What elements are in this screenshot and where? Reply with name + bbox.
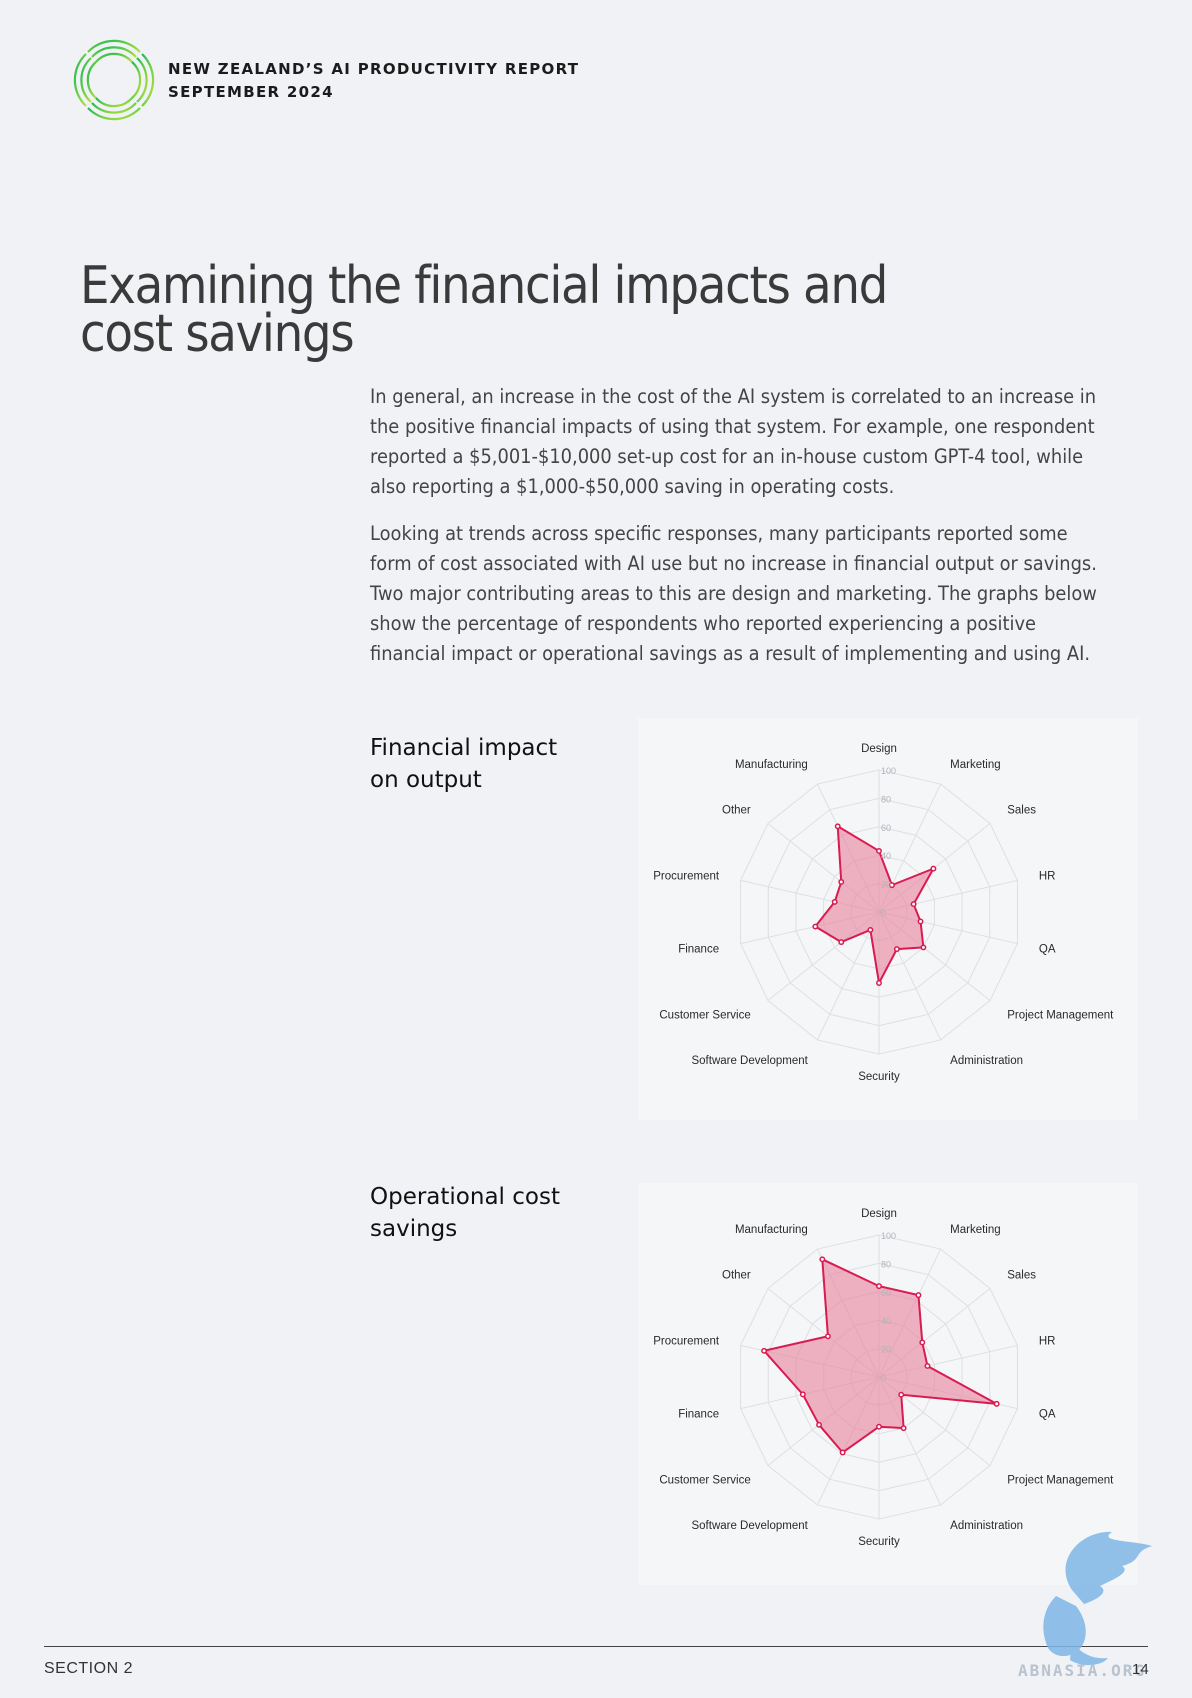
data-point-manufacturing xyxy=(819,1256,826,1263)
axis-label-design: Design xyxy=(861,743,897,755)
axis-label-procurement: Procurement xyxy=(653,1336,720,1348)
axis-label-design: Design xyxy=(861,1208,897,1220)
axis-label-finance: Finance xyxy=(678,943,719,955)
radar-chart-financial-impact: 0 20 40 60 80 100 Design Marketing Sales HR QA Proj… xyxy=(638,718,1138,1120)
radar-svg-financial-impact: 0 20 40 60 80 100 Design Marketing Sales HR QA Proj… xyxy=(653,743,1114,1083)
report-logo xyxy=(73,39,155,121)
report-title: NEW ZEALAND’S AI PRODUCTIVITY REPORT xyxy=(168,60,580,78)
data-point-security xyxy=(876,1423,882,1430)
data-point-finance xyxy=(799,1391,806,1398)
data-point-design xyxy=(876,847,882,854)
axis-label-hr: HR xyxy=(1039,1336,1056,1348)
radar-svg-operational-savings: 0 20 40 60 80 100 Design Marketing Sales HR QA Proj… xyxy=(653,1208,1114,1548)
data-point-project-management xyxy=(898,1391,905,1398)
data-point-procurement xyxy=(761,1347,768,1354)
axis-label-sales: Sales xyxy=(1007,1270,1036,1282)
axis-label-qa: QA xyxy=(1039,943,1056,955)
data-point-customer-service xyxy=(816,1421,822,1428)
footer-section: SECTION 2 xyxy=(44,1660,133,1677)
page-number: 14 xyxy=(1132,1661,1149,1678)
chart-title-operational-savings: Operational cost savings xyxy=(370,1184,560,1242)
axis-label-customer-service: Customer Service xyxy=(659,1474,750,1486)
grid-spoke xyxy=(816,911,880,1041)
tick-label: 80 xyxy=(881,794,891,804)
data-point-software-development xyxy=(839,1449,846,1456)
axis-label-administration: Administration xyxy=(950,1520,1023,1532)
data-point-finance xyxy=(812,923,819,930)
data-point-marketing xyxy=(888,882,895,889)
data-point-design xyxy=(876,1283,882,1290)
data-point-qa xyxy=(993,1400,1000,1407)
axis-label-other: Other xyxy=(722,805,751,817)
data-point-project-management xyxy=(920,944,927,951)
footer-divider xyxy=(44,1646,1148,1647)
axis-label-finance: Finance xyxy=(678,1408,719,1420)
tick-label: 100 xyxy=(881,1231,896,1241)
watermark-bird-icon xyxy=(1043,1531,1152,1666)
paragraph-2: Looking at trends across specific respon… xyxy=(370,522,1097,665)
axis-label-qa: QA xyxy=(1039,1408,1056,1420)
axis-label-security: Security xyxy=(858,1071,900,1083)
data-point-other xyxy=(838,878,845,885)
axis-label-manufacturing: Manufacturing xyxy=(735,1224,808,1236)
axis-label-security: Security xyxy=(858,1536,900,1548)
tick-label: 40 xyxy=(881,1316,891,1326)
axis-label-marketing: Marketing xyxy=(950,759,1001,771)
axis-label-manufacturing: Manufacturing xyxy=(735,759,808,771)
data-point-security xyxy=(876,980,882,986)
report-date: SEPTEMBER 2024 xyxy=(168,83,334,101)
data-point-other xyxy=(824,1333,831,1340)
tick-label: 80 xyxy=(881,1259,891,1269)
paragraph-1: In general, an increase in the cost of t… xyxy=(370,385,1097,498)
tick-label: 40 xyxy=(881,851,891,861)
data-point-marketing xyxy=(915,1292,922,1299)
data-point-manufacturing xyxy=(834,823,841,830)
axis-label-customer-service: Customer Service xyxy=(659,1009,750,1021)
axis-label-hr: HR xyxy=(1039,871,1056,883)
axis-label-project-management: Project Management xyxy=(1007,1009,1114,1021)
tick-label: 60 xyxy=(881,1288,891,1298)
axis-label-marketing: Marketing xyxy=(950,1224,1001,1236)
tick-label: 20 xyxy=(881,880,891,890)
data-point-hr xyxy=(924,1362,931,1369)
tick-label: 100 xyxy=(881,766,896,776)
axis-label-other: Other xyxy=(722,1270,751,1282)
heading-line-2: cost savings xyxy=(80,304,355,364)
watermark-text: ABNASIA.ORG xyxy=(1018,1661,1146,1680)
tick-label: 60 xyxy=(881,823,891,833)
data-point-sales xyxy=(919,1339,926,1346)
page-heading: Examining the financial impacts and cost… xyxy=(80,260,890,360)
heading-line-1: Examining the financial impacts and xyxy=(80,256,888,316)
data-point-hr xyxy=(910,901,917,908)
tick-label: 0 xyxy=(881,1373,886,1383)
data-point-administration xyxy=(893,946,900,953)
radar-chart-operational-savings: 0 20 40 60 80 100 Design Marketing Sales HR QA Proj… xyxy=(638,1183,1138,1585)
axis-label-software-development: Software Development xyxy=(691,1520,808,1532)
axis-label-project-management: Project Management xyxy=(1007,1474,1114,1486)
tick-label: 0 xyxy=(881,908,886,918)
data-point-customer-service xyxy=(838,939,845,946)
axis-label-software-development: Software Development xyxy=(691,1055,808,1067)
data-point-software-development xyxy=(867,926,874,933)
axis-label-sales: Sales xyxy=(1007,805,1036,817)
data-point-procurement xyxy=(831,898,838,905)
axis-label-administration: Administration xyxy=(950,1055,1023,1067)
tick-label: 20 xyxy=(881,1345,891,1355)
data-point-sales xyxy=(930,865,937,872)
data-point-administration xyxy=(900,1425,907,1432)
axis-label-procurement: Procurement xyxy=(653,871,720,883)
chart-title-financial-impact: Financial impact on output xyxy=(370,735,558,793)
data-point-qa xyxy=(917,918,924,925)
